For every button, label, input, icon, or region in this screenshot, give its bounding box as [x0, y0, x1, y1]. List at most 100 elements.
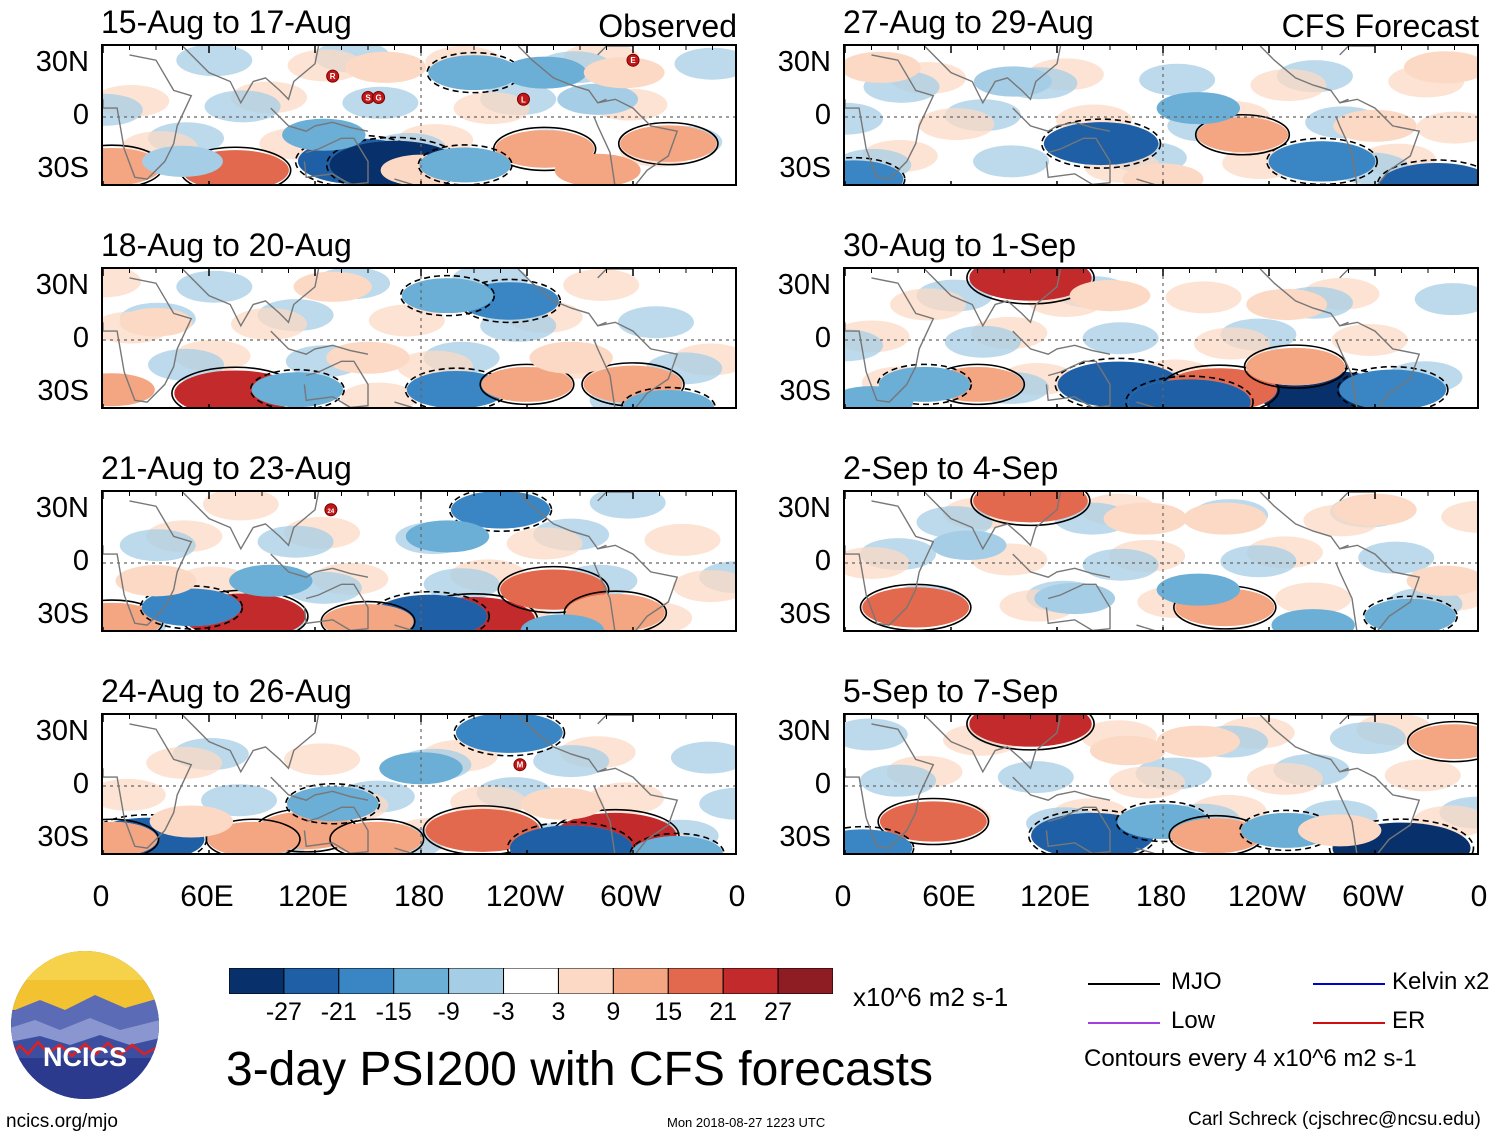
coastline [1012, 330, 1111, 355]
coastline [303, 137, 369, 184]
psi-anomaly [930, 530, 1007, 560]
field-patch [672, 570, 735, 603]
field-patch [890, 288, 967, 321]
x-tick-label: 0 [834, 880, 852, 913]
field-patch [845, 102, 883, 135]
psi-anomaly [282, 118, 366, 151]
website-link[interactable]: ncics.org/mjo [6, 1111, 118, 1132]
storm-marker: E [626, 53, 640, 67]
field-patch [845, 547, 910, 579]
coastline [394, 847, 413, 853]
field-patch [674, 47, 735, 80]
field-patch [1109, 766, 1186, 799]
storm-marker-label: L [521, 95, 526, 104]
psi-anomaly [149, 805, 234, 838]
mjo-contour [103, 818, 160, 853]
colorbar-swatch [393, 968, 450, 994]
y-tick-label: 0 [814, 322, 831, 354]
psi-anomaly [345, 51, 427, 83]
field-patch [1384, 759, 1461, 792]
panel-title: 27-Aug to 29-Aug [843, 4, 1094, 40]
psi-anomaly [1170, 818, 1262, 853]
mjo-contour [1328, 818, 1475, 853]
x-tick-label: 120W [485, 880, 565, 913]
mjo-contour [1406, 720, 1477, 763]
field-patch [845, 329, 883, 362]
panel-title: 21-Aug to 23-Aug [101, 450, 352, 486]
y-tick-label: 30N [777, 268, 831, 301]
field-patch [589, 492, 666, 519]
coastline [845, 723, 935, 849]
coastline [924, 269, 1062, 328]
colorbar-swatch [667, 968, 724, 994]
field-patch [1329, 722, 1406, 755]
mjo-contour [1266, 137, 1378, 184]
storm-marker: R [326, 69, 340, 83]
y-tick-label: 30N [35, 45, 89, 78]
coastline [593, 98, 679, 184]
coastline [103, 277, 193, 403]
mjo-contour [629, 832, 725, 853]
timestamp: Mon 2018-08-27 1223 UTC [667, 1115, 826, 1130]
mjo-contour [139, 585, 244, 630]
field-patch [103, 93, 143, 126]
storm-marker: G [372, 90, 386, 104]
colorbar-swatch [283, 968, 340, 994]
coastline [394, 624, 413, 630]
y-tick-label: 30S [779, 152, 831, 185]
mjo-contour [1336, 365, 1449, 407]
legend-er-label: ER [1392, 1007, 1426, 1034]
map-panel [843, 713, 1479, 855]
coastline [270, 553, 369, 578]
chart-title: 3-day PSI200 with CFS forecasts [226, 1043, 933, 1096]
map-panel [843, 44, 1479, 186]
field-patch [1165, 281, 1242, 314]
psi-anomaly [1364, 598, 1456, 630]
psi-anomaly [1043, 122, 1159, 166]
coastline [845, 277, 935, 403]
x-tick-label: 180 [1135, 880, 1187, 913]
mjo-contour [620, 386, 716, 407]
coastline [597, 715, 633, 725]
y-tick-label: 30N [777, 491, 831, 524]
field-patch [533, 745, 610, 778]
psi-anomaly [331, 821, 423, 853]
field-patch [284, 743, 361, 776]
mjo-contour [205, 818, 301, 853]
coastline [1012, 776, 1111, 801]
map-panel-svg [845, 715, 1477, 853]
mjo-contour [966, 715, 1095, 751]
ncics-logo[interactable]: NCICS [10, 950, 160, 1100]
coastline [1335, 767, 1421, 853]
coastline [845, 54, 935, 180]
y-tick-label: 30S [37, 375, 89, 408]
coastline [1012, 553, 1111, 578]
x-tick-label: 60E [180, 880, 234, 913]
field-patch [1139, 63, 1216, 96]
map-panel-svg: R S G L E [103, 46, 735, 184]
coastline [270, 776, 369, 801]
y-tick-label: 30N [35, 491, 89, 524]
coastline [593, 321, 679, 407]
psi-anomaly [557, 83, 639, 115]
coastline [597, 46, 633, 56]
psi-anomaly [1128, 379, 1251, 407]
psi-anomaly [631, 836, 723, 853]
coastline [597, 269, 633, 279]
coastline [1335, 98, 1421, 184]
mjo-contour [563, 590, 668, 630]
map-panel-svg [845, 492, 1477, 630]
psi-anomaly [1156, 573, 1241, 606]
field-patch [670, 741, 735, 774]
coastline [1045, 360, 1111, 407]
mjo-contour [966, 269, 1095, 305]
legend-mjo-label: MJO [1171, 968, 1222, 995]
field-patch [204, 90, 281, 123]
field-patch [973, 145, 1050, 178]
colorbar-units: x10^6 m2 s-1 [853, 982, 1009, 1012]
psi-anomaly [520, 787, 605, 820]
storm-marker-label: E [630, 56, 636, 65]
coastline [924, 492, 1062, 551]
y-tick-label: 0 [72, 99, 89, 131]
